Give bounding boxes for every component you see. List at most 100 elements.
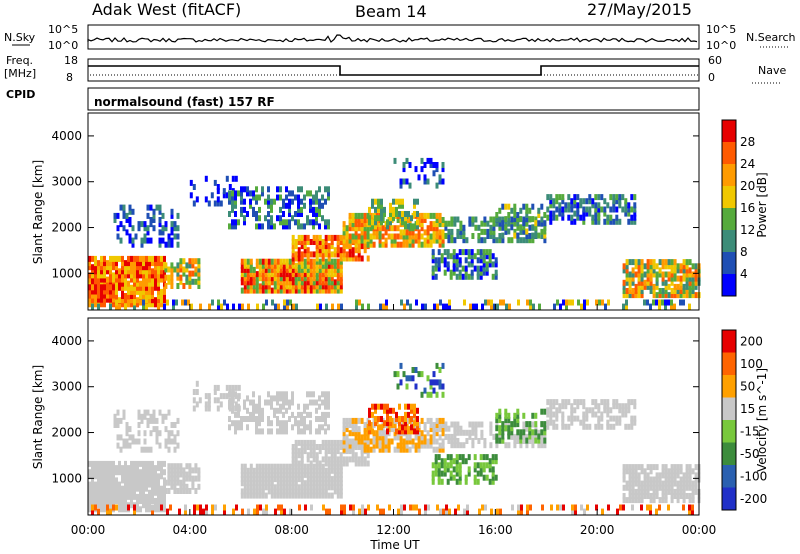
freq-bottom: 8 xyxy=(66,71,73,84)
heatmap-cell xyxy=(145,477,148,484)
heatmap-cell xyxy=(228,384,232,391)
heatmap-cell xyxy=(247,303,250,310)
heatmap-cell xyxy=(670,259,674,266)
heatmap-cell xyxy=(202,508,205,515)
heatmap-cell xyxy=(435,237,439,244)
heatmap-cell xyxy=(149,217,153,223)
heatmap-cell xyxy=(420,371,424,378)
heatmap-cell xyxy=(116,212,120,219)
heatmap-cell xyxy=(395,206,398,213)
heatmap-cell xyxy=(449,474,453,481)
heatmap-cell xyxy=(196,504,199,511)
heatmap-cell xyxy=(279,403,282,410)
heatmap-cell xyxy=(267,194,270,201)
heatmap-cell xyxy=(438,426,442,433)
heatmap-cell xyxy=(637,259,641,266)
heatmap-cell xyxy=(118,284,121,291)
heatmap-cell xyxy=(315,251,319,258)
heatmap-cell xyxy=(474,429,478,436)
heatmap-cell xyxy=(333,467,337,474)
heatmap-cell xyxy=(513,220,517,227)
heatmap-cell xyxy=(273,471,277,478)
heatmap-cell xyxy=(649,468,653,475)
heatmap-cell xyxy=(127,260,130,267)
heatmap-cell xyxy=(357,237,361,244)
heatmap-cell xyxy=(655,480,659,487)
heatmap-cell xyxy=(404,420,407,427)
heatmap-cell xyxy=(420,442,424,449)
heatmap-cell xyxy=(488,257,492,264)
heatmap-cell xyxy=(109,489,112,496)
heatmap-cell xyxy=(552,423,556,430)
heatmap-cell xyxy=(618,407,622,414)
heatmap-cell xyxy=(622,283,626,290)
heatmap-cell xyxy=(467,466,471,473)
heatmap-cell xyxy=(255,467,259,474)
heatmap-cell xyxy=(627,407,631,414)
heatmap-cell xyxy=(173,225,177,232)
heatmap-cell xyxy=(525,442,529,449)
heatmap-cell xyxy=(420,157,424,164)
heatmap-cell xyxy=(670,497,674,504)
heatmap-cell xyxy=(688,271,692,278)
heatmap-cell xyxy=(133,460,136,467)
heatmap-cell xyxy=(255,211,258,217)
heatmap-cell xyxy=(100,292,103,299)
ytick-label: 1000 xyxy=(51,266,82,280)
heatmap-cell xyxy=(297,476,301,483)
heatmap-cell xyxy=(670,472,674,479)
heatmap-cell xyxy=(603,407,607,414)
heatmap-cell xyxy=(449,458,453,465)
heatmap-cell xyxy=(321,258,325,265)
heatmap-cell xyxy=(231,198,234,205)
heatmap-cell xyxy=(368,424,371,431)
heatmap-cell xyxy=(283,299,286,306)
colorbar-frame xyxy=(721,119,737,297)
heatmap-cell xyxy=(461,454,465,461)
heatmap-cell xyxy=(213,389,217,395)
heatmap-cell xyxy=(357,221,361,228)
heatmap-cell xyxy=(646,271,650,278)
heatmap-cell xyxy=(288,476,292,483)
heatmap-cell xyxy=(354,434,358,441)
heatmap-cell xyxy=(118,469,121,476)
heatmap-cell xyxy=(667,263,671,270)
heatmap-cell xyxy=(330,266,334,273)
heatmap-cell xyxy=(324,467,328,474)
heatmap-cell xyxy=(291,484,295,491)
heatmap-cell xyxy=(393,241,397,248)
heatmap-cell xyxy=(339,460,343,467)
heatmap-cell xyxy=(664,468,668,475)
heatmap-cell xyxy=(309,471,313,478)
heatmap-cell xyxy=(507,429,511,436)
heatmap-cell xyxy=(455,454,459,461)
heatmap-cell xyxy=(525,207,529,214)
heatmap-cell xyxy=(447,425,451,432)
heatmap-cell xyxy=(240,262,244,269)
heatmap-cell xyxy=(285,492,289,499)
heatmap-cell xyxy=(348,233,352,240)
heatmap-cell xyxy=(232,508,235,515)
heatmap-cell xyxy=(88,292,91,299)
heatmap-cell xyxy=(435,379,439,386)
heatmap-cell xyxy=(246,476,250,483)
heatmap-cell xyxy=(167,463,171,470)
heatmap-cell xyxy=(414,237,418,244)
heatmap-cell xyxy=(115,260,118,267)
heatmap-cell xyxy=(606,403,610,410)
heatmap-cell xyxy=(640,504,643,511)
heatmap-cell xyxy=(276,391,279,398)
heatmap-cell xyxy=(441,237,445,244)
heatmap-cell xyxy=(694,480,698,487)
heatmap-cell xyxy=(389,407,392,414)
heatmap-cell xyxy=(94,288,97,295)
heatmap-cell xyxy=(525,203,529,210)
heatmap-cell xyxy=(276,399,279,406)
heatmap-cell xyxy=(467,273,471,280)
heatmap-cell xyxy=(143,430,147,437)
heatmap-cell xyxy=(246,287,250,294)
heatmap-cell xyxy=(374,223,377,230)
heatmap-cell xyxy=(327,266,331,273)
heatmap-cell xyxy=(399,434,403,441)
